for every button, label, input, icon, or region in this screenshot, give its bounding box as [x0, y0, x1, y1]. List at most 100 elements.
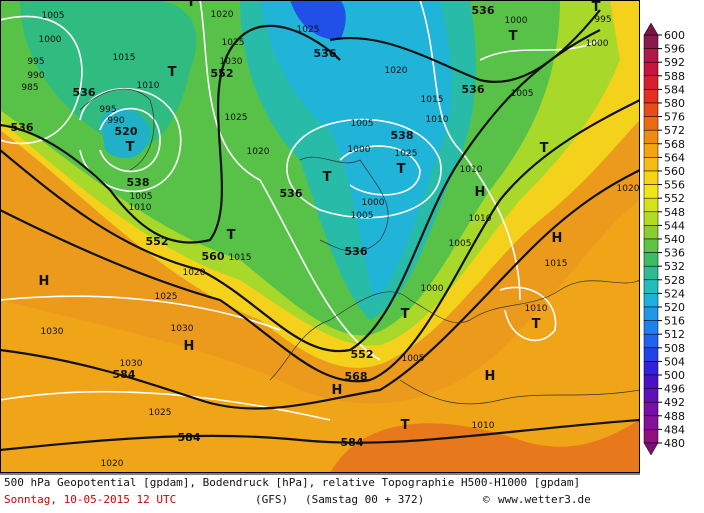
- colorbar-swatch: [643, 102, 659, 117]
- pressure-center: T: [401, 307, 410, 322]
- colorbar-tick-label: 524: [664, 287, 685, 300]
- geopotential-label: 536: [462, 83, 485, 96]
- colorbar-tick-label: 560: [664, 165, 685, 178]
- colorbar-swatch: [643, 252, 659, 267]
- colorbar-tick-label: 508: [664, 342, 685, 355]
- colorbar-swatch: [643, 374, 659, 389]
- colorbar-tick-label: 592: [664, 56, 685, 69]
- isobar-label: 1005: [402, 354, 425, 364]
- colorbar-swatch: [643, 157, 659, 172]
- isobar-label: 995: [27, 57, 44, 67]
- isobar-label: 1020: [247, 147, 270, 157]
- colorbar-swatch: [643, 306, 659, 321]
- geopotential-label: 536: [472, 4, 495, 17]
- warm-core: [330, 420, 640, 473]
- isobar-label: 1030: [220, 57, 243, 67]
- colorbar-swatch: [643, 347, 659, 362]
- colorbar-swatch: [643, 34, 659, 49]
- colorbar-swatch: [643, 61, 659, 77]
- colorbar-tick-label: 492: [664, 396, 685, 409]
- isobar-label: 1010: [137, 81, 160, 91]
- colorbar-swatch: [643, 429, 659, 444]
- isobar-label: 1000: [362, 198, 385, 208]
- colorbar-swatch: [643, 238, 659, 253]
- isobar-label: 1005: [130, 192, 153, 202]
- isobar-label: 1030: [120, 359, 143, 369]
- colorbar-tick-label: 480: [664, 437, 685, 450]
- pressure-center: T: [168, 65, 177, 80]
- isobar-label: 1000: [421, 284, 444, 294]
- geopotential-label: 552: [351, 348, 374, 361]
- footer-source: www.wetter3.de: [498, 493, 591, 506]
- colorbar-swatch: [643, 361, 659, 376]
- colorbar-swatch: [643, 89, 659, 104]
- colorbar-swatch: [643, 197, 659, 213]
- warm-region: [0, 200, 640, 473]
- colorbar-tick-label: 516: [664, 315, 685, 328]
- colorbar-tick-label: 576: [664, 111, 685, 124]
- geopotential-label: 538: [391, 129, 414, 142]
- isobar-label: 1010: [469, 214, 492, 224]
- isobar-label: 1005: [42, 11, 65, 21]
- isobar-label: 1015: [229, 253, 252, 263]
- isobar-label: 1020: [101, 459, 124, 469]
- pressure-center: T: [126, 140, 135, 155]
- colorbar-tick-label: 600: [664, 29, 685, 42]
- isobar-label: 1015: [421, 95, 444, 105]
- geopotential-label: 552: [211, 67, 234, 80]
- geopotential-label: 568: [345, 370, 368, 383]
- geopotential-label: 584: [341, 436, 364, 449]
- pressure-center: T: [532, 317, 541, 332]
- pressure-center: H: [332, 383, 343, 398]
- colorbar-swatch: [643, 225, 659, 240]
- pressure-center: H: [184, 339, 195, 354]
- pressure-center: T: [401, 418, 410, 433]
- isobar-label: 995: [594, 15, 611, 25]
- isobar-label: 1005: [449, 239, 472, 249]
- colorbar-tick-label: 532: [664, 260, 685, 273]
- geopotential-contours: [0, 9, 640, 452]
- colorbar-swatch: [643, 170, 659, 185]
- low-west: [100, 107, 150, 159]
- footer-date: Sonntag, 10-05-2015 12 UTC: [4, 493, 176, 506]
- isobar-label: 1020: [183, 268, 206, 278]
- isobar-label: 1025: [222, 38, 245, 48]
- colorbar-tick-label: 544: [664, 219, 685, 232]
- colorbar-tick-label: 556: [664, 179, 685, 192]
- geopotential-label: 536: [314, 47, 337, 60]
- pressure-center: H: [485, 369, 496, 384]
- colorbar-swatch: [643, 320, 659, 335]
- isobar-label: 1030: [171, 324, 194, 334]
- colorbar-swatch: [643, 211, 659, 226]
- colorbar-tick-label: 584: [664, 83, 685, 96]
- isobar-label: 1025: [149, 408, 172, 418]
- footer-copyright: ©: [483, 493, 490, 506]
- map-frame: [0, 0, 640, 473]
- colorbar-tick-label: 568: [664, 138, 685, 151]
- colorbar-tick-label: 548: [664, 206, 685, 219]
- geopotential-label: 536: [280, 187, 303, 200]
- geopotential-label: 560: [202, 250, 225, 263]
- colorbar-tick-label: 580: [664, 97, 685, 110]
- isobar-label: 1010: [426, 115, 449, 125]
- isobar-label: 1010: [472, 421, 495, 431]
- geopotential-label: 536: [11, 121, 34, 134]
- colorbar-tick-label: 596: [664, 43, 685, 56]
- isobar-label: 990: [107, 116, 124, 126]
- coastlines: [79, 88, 640, 405]
- isobar-label: 1025: [395, 149, 418, 159]
- low-core: [290, 0, 346, 40]
- colorbar-tick-label: 512: [664, 328, 685, 341]
- pressure-center: T: [323, 170, 332, 185]
- colorbar-swatch: [643, 293, 659, 308]
- isobar-label: 1010: [129, 203, 152, 213]
- geopotential-label: 538: [127, 176, 150, 189]
- colorbar-arrow-bottom: [643, 442, 659, 456]
- pressure-center: T: [540, 141, 549, 156]
- isobar-label: 1000: [39, 35, 62, 45]
- pressure-center: H: [552, 231, 563, 246]
- colorbar-tick-label: 488: [664, 410, 685, 423]
- isobar-label: 1025: [155, 292, 178, 302]
- colorbar-tick-label: 520: [664, 301, 685, 314]
